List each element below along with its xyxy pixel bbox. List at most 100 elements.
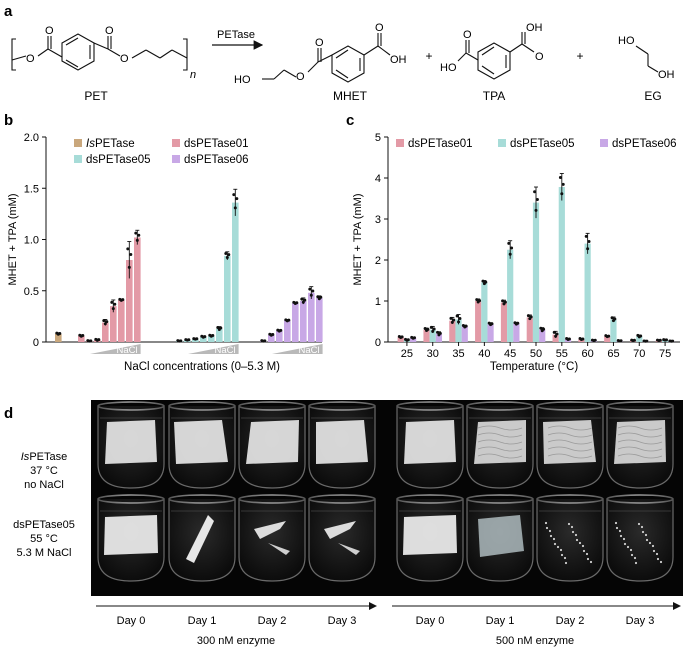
b-nacl-wedge-label: NaCl xyxy=(298,345,319,356)
b-y-axis-label: MHET + TPA (mM) xyxy=(7,194,19,286)
b-bar xyxy=(134,237,141,342)
mhet-atom-o2: O xyxy=(315,37,324,49)
c-data-point xyxy=(457,320,461,324)
b-data-point xyxy=(211,334,215,338)
panel-d: d IsPETase 37 °C no NaCl dsPETase05 55 °… xyxy=(4,400,683,647)
c-data-point xyxy=(455,314,459,318)
b-nacl-wedge-label: NaCl xyxy=(214,345,235,356)
b-data-point xyxy=(58,331,62,335)
c-legend-label: dsPETase06 xyxy=(612,138,677,150)
b-nacl-wedge xyxy=(90,344,141,354)
c-data-point xyxy=(481,279,485,283)
c-data-point xyxy=(561,182,565,186)
tube-photo xyxy=(396,494,464,582)
c-bar xyxy=(584,243,591,342)
c-data-point xyxy=(552,330,556,334)
b-bar xyxy=(292,303,299,342)
c-x-tick-label: 50 xyxy=(530,348,542,360)
b-data-point xyxy=(225,256,229,260)
c-data-point xyxy=(658,338,662,342)
c-data-point xyxy=(567,337,571,341)
tpa-atom-ho: HO xyxy=(440,62,457,74)
day-label: Day 1 xyxy=(188,615,217,627)
tpa-atom-oh1: OH xyxy=(526,22,543,34)
c-bar xyxy=(526,317,533,342)
pet-n-subscript: n xyxy=(190,69,196,81)
tpa-label: TPA xyxy=(483,89,505,103)
c-data-point xyxy=(431,329,435,333)
c-y-tick-label: 3 xyxy=(375,214,381,226)
c-data-point xyxy=(529,315,533,319)
c-data-point xyxy=(478,299,482,303)
c-bar xyxy=(481,282,488,342)
c-x-axis-label: Temperature (°C) xyxy=(490,361,578,373)
c-x-tick-label: 55 xyxy=(556,348,568,360)
row-label-2-line-1: dsPETase05 xyxy=(13,519,75,531)
c-data-point xyxy=(400,335,404,339)
b-bar xyxy=(232,202,239,342)
c-bar xyxy=(410,337,417,342)
b-data-point xyxy=(121,298,125,302)
b-nacl-wedge xyxy=(272,344,323,354)
b-data-point xyxy=(179,339,183,343)
c-data-point xyxy=(438,331,442,335)
c-data-point xyxy=(507,241,511,245)
day-axis: Day 0 Day 1 Day 2 Day 3 Day 0 Day 1 Day 2 Day 3… xyxy=(96,602,681,647)
tube-photo xyxy=(97,401,165,489)
c-y-axis-label: MHET + TPA (mM) xyxy=(352,194,364,286)
c-data-point xyxy=(510,246,514,250)
b-bar xyxy=(284,320,291,342)
tube-photo xyxy=(396,401,464,489)
c-data-point xyxy=(452,318,456,322)
b-bar xyxy=(126,260,133,342)
c-data-point xyxy=(664,338,668,342)
c-data-point xyxy=(587,240,591,244)
c-data-point xyxy=(406,338,410,342)
tpa-atom-o2: O xyxy=(535,51,544,63)
b-bar xyxy=(102,322,109,342)
day-label: Day 3 xyxy=(328,615,357,627)
b-data-point xyxy=(195,337,199,341)
b-bar xyxy=(200,336,207,342)
b-legend-label: dsPETase01 xyxy=(184,138,249,150)
b-data-point xyxy=(287,318,291,322)
pet-label: PET xyxy=(84,89,108,103)
day-label: Day 0 xyxy=(416,615,445,627)
b-data-point xyxy=(89,339,93,343)
row-label-2-line-2: 55 °C xyxy=(30,533,58,545)
day-label: Day 2 xyxy=(556,615,585,627)
c-data-point xyxy=(613,317,617,321)
c-x-tick-label: 70 xyxy=(633,348,645,360)
c-legend-swatch xyxy=(600,139,608,147)
b-data-point xyxy=(279,328,283,332)
b-data-point xyxy=(203,335,207,339)
pet-atom-o1: O xyxy=(45,25,54,37)
c-data-point xyxy=(484,280,488,284)
panel-a: a O O O O n PET xyxy=(4,3,675,103)
row-label-1-line-2: 37 °C xyxy=(30,465,58,477)
c-data-point xyxy=(593,338,597,342)
c-x-tick-label: 45 xyxy=(504,348,516,360)
c-data-point xyxy=(560,192,564,196)
mhet-atom-ho: HO xyxy=(234,74,251,86)
b-bar xyxy=(216,328,223,342)
b-y-tick-label: 1.0 xyxy=(24,235,39,247)
b-bar xyxy=(118,299,125,342)
b-data-point xyxy=(134,231,138,235)
c-data-point xyxy=(426,327,430,331)
b-data-point xyxy=(263,339,267,343)
b-data-point xyxy=(301,300,305,304)
c-data-point xyxy=(464,324,468,328)
chart-b: 0 0.5 1.0 1.5 2.0 MHET + TPA (mM) NaCl concent… xyxy=(7,132,323,373)
day-label: Day 3 xyxy=(626,615,655,627)
row-label-2: dsPETase05 55 °C 5.3 M NaCl xyxy=(13,519,75,559)
c-x-tick-label: 40 xyxy=(478,348,490,360)
c-legend-swatch xyxy=(498,139,506,147)
c-data-point xyxy=(632,338,636,342)
c-data-point xyxy=(535,197,539,201)
tube-photo xyxy=(168,494,236,582)
b-data-point xyxy=(97,338,101,342)
b-y-tick-label: 0.5 xyxy=(24,286,39,298)
b-bar xyxy=(224,255,231,342)
